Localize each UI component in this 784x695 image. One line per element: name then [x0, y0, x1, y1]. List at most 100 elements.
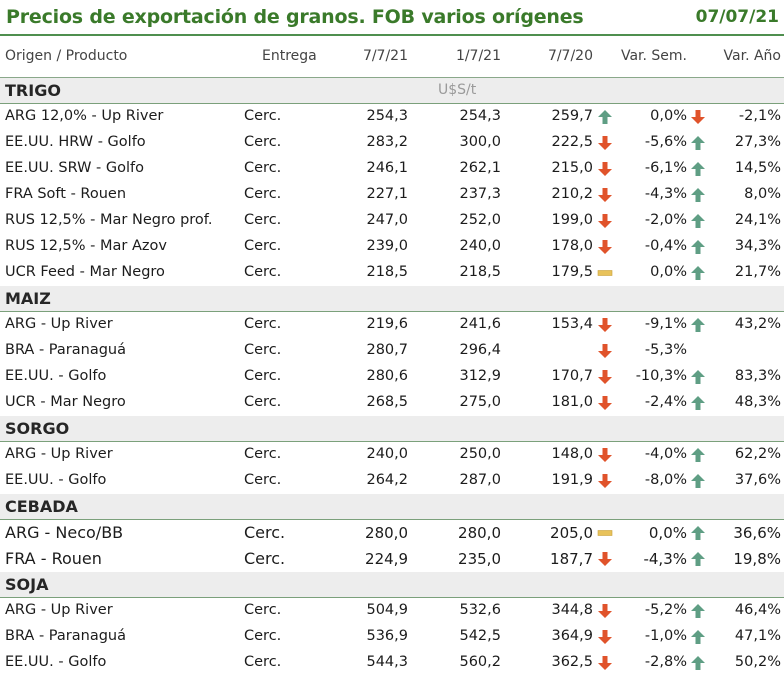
flat-bar-icon	[597, 270, 613, 276]
arrow-up-icon	[691, 188, 705, 202]
delivery-term: Cerc.	[244, 316, 282, 332]
price-year-ago: 153,4	[551, 316, 593, 332]
var-year: 46,4%	[734, 602, 781, 618]
arrow-down-icon	[598, 318, 612, 332]
var-week: -8,0%	[644, 472, 687, 488]
price-week-ago: 218,5	[459, 264, 501, 280]
var-week: -5,6%	[644, 134, 687, 150]
var-week: 0,0%	[648, 524, 687, 542]
var-week: -4,3%	[643, 550, 687, 568]
table-row: EE.UU. - Golfo Cerc. 544,3 560,2 362,5 -2,8% 5…	[0, 650, 784, 676]
header-price-year: 7/7/20	[547, 48, 593, 64]
price-week-ago: 280,0	[458, 524, 501, 542]
table-row: UCR - Mar Negro Cerc. 268,5 275,0 181,0 -2,4%…	[0, 390, 784, 416]
product-name: RUS 12,5% - Mar Azov	[5, 238, 167, 254]
price-year-ago: 191,9	[551, 472, 593, 488]
product-name: EE.UU. - Golfo	[5, 472, 107, 488]
price-week-ago: 296,4	[459, 342, 501, 358]
var-week: -2,4%	[644, 394, 687, 410]
group-header-soja: SOJA	[0, 572, 784, 598]
price-current: 280,7	[366, 342, 408, 358]
price-week-ago: 240,0	[459, 238, 501, 254]
delivery-term: Cerc.	[244, 264, 282, 280]
product-name: RUS 12,5% - Mar Negro prof.	[5, 212, 213, 228]
delivery-term: Cerc.	[244, 212, 282, 228]
group-label: TRIGO	[5, 81, 61, 100]
product-name: FRA Soft - Rouen	[5, 186, 127, 202]
price-current: 218,5	[366, 264, 408, 280]
arrow-down-icon	[598, 396, 612, 410]
price-week-ago: 241,6	[459, 316, 501, 332]
table-row: BRA - Paranaguá Cerc. 280,7 296,4 -5,3%	[0, 338, 784, 364]
price-year-ago: 181,0	[551, 394, 593, 410]
delivery-term: Cerc.	[244, 446, 282, 462]
arrow-up-icon	[691, 448, 705, 462]
var-week: -2,0%	[644, 212, 687, 228]
price-year-ago: 362,5	[551, 654, 593, 670]
group-header-cebada: CEBADA	[0, 494, 784, 520]
table-row: BRA - Paranaguá Cerc. 536,9 542,5 364,9 -1,0%…	[0, 624, 784, 650]
var-year: 14,5%	[734, 160, 781, 176]
group-label: MAIZ	[5, 289, 51, 308]
price-week-ago: 237,3	[459, 186, 501, 202]
arrow-down-icon	[598, 604, 612, 618]
arrow-down-icon	[598, 188, 612, 202]
header-var-year: Var. Año	[723, 48, 781, 64]
table-row: RUS 12,5% - Mar Azov Cerc. 239,0 240,0 178,0…	[0, 234, 784, 260]
report-title: Precios de exportación de granos. FOB va…	[6, 6, 584, 28]
price-year-ago: 179,5	[551, 264, 593, 280]
product-name: ARG - Up River	[5, 446, 113, 462]
table-row: ARG - Neco/BB Cerc. 280,0 280,0 205,0 0,0% 36,…	[0, 520, 784, 546]
price-current: 247,0	[366, 212, 408, 228]
arrow-up-icon	[691, 136, 705, 150]
title-bar: Precios de exportación de granos. FOB va…	[0, 0, 784, 36]
price-year-ago: 344,8	[551, 602, 593, 618]
delivery-term: Cerc.	[244, 602, 282, 618]
price-current: 227,1	[366, 186, 408, 202]
var-year: 8,0%	[744, 186, 781, 202]
var-week: -4,0%	[644, 446, 687, 462]
product-name: UCR Feed - Mar Negro	[5, 264, 165, 280]
delivery-term: Cerc.	[244, 628, 282, 644]
header-product: Origen / Producto	[5, 48, 128, 64]
delivery-term: Cerc.	[244, 342, 282, 358]
arrow-down-icon	[598, 656, 612, 670]
arrow-up-icon	[691, 266, 705, 280]
price-week-ago: 287,0	[459, 472, 501, 488]
product-name: EE.UU. - Golfo	[5, 654, 107, 670]
arrow-up-icon	[691, 604, 705, 618]
price-week-ago: 275,0	[459, 394, 501, 410]
group-label: SORGO	[5, 419, 70, 438]
table-row: EE.UU. - Golfo Cerc. 264,2 287,0 191,9 -8,0% 3…	[0, 468, 784, 494]
arrow-down-icon	[598, 136, 612, 150]
price-week-ago: 300,0	[459, 134, 501, 150]
arrow-down-icon	[691, 110, 705, 124]
price-current: 280,6	[366, 368, 408, 384]
price-year-ago: 215,0	[551, 160, 593, 176]
product-name: FRA - Rouen	[5, 549, 102, 568]
var-week: -0,4%	[644, 238, 687, 254]
delivery-term: Cerc.	[244, 654, 282, 670]
table-row: ARG - Up River Cerc. 219,6 241,6 153,4 -9,1% 4…	[0, 312, 784, 338]
var-year: 83,3%	[734, 368, 781, 384]
product-name: UCR - Mar Negro	[5, 394, 126, 410]
table-row: EE.UU. HRW - Golfo Cerc. 283,2 300,0 222,5 -5…	[0, 130, 784, 156]
group-label: CEBADA	[5, 497, 78, 516]
flat-bar-icon	[597, 530, 613, 536]
price-year-ago: 178,0	[551, 238, 593, 254]
price-year-ago: 187,7	[550, 550, 593, 568]
arrow-down-icon	[598, 474, 612, 488]
price-week-ago: 560,2	[459, 654, 501, 670]
var-year: 37,6%	[734, 472, 781, 488]
table-row: ARG 12,0% - Up River Cerc. 254,3 254,3 259,7…	[0, 104, 784, 130]
column-header-row: Origen / Producto Entrega 7/7/21 1/7/21 …	[0, 36, 784, 78]
arrow-up-icon	[691, 162, 705, 176]
header-var-week: Var. Sem.	[620, 48, 687, 64]
var-year: 47,1%	[734, 628, 781, 644]
group-header-maiz: MAIZ	[0, 286, 784, 312]
price-current: 504,9	[366, 602, 408, 618]
delivery-term: Cerc.	[244, 472, 282, 488]
product-name: ARG - Up River	[5, 316, 113, 332]
arrow-up-icon	[691, 396, 705, 410]
price-week-ago: 235,0	[458, 550, 501, 568]
